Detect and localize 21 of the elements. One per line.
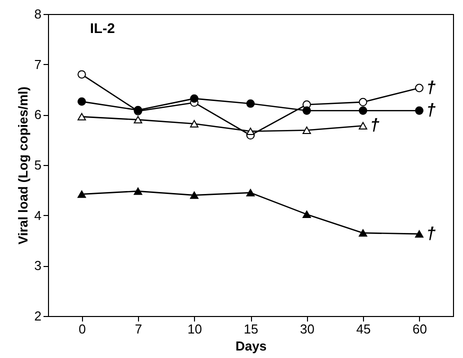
x-tick-label: 60 bbox=[412, 322, 427, 336]
x-tick-label: 15 bbox=[244, 322, 258, 336]
x-tick-label: 45 bbox=[356, 322, 371, 336]
annotation: † bbox=[370, 116, 380, 135]
annotation: † bbox=[426, 100, 436, 120]
x-tick-label: 30 bbox=[300, 322, 314, 336]
annotation: † bbox=[426, 224, 436, 243]
y-axis-title: Viral load (Log copies/ml) bbox=[15, 86, 30, 244]
x-tick-label: 7 bbox=[134, 322, 142, 336]
y-tick-label: 5 bbox=[34, 158, 42, 172]
y-tick-label: 8 bbox=[34, 6, 42, 22]
x-tick-label: 10 bbox=[188, 322, 202, 336]
x-axis-title: Days bbox=[235, 338, 267, 354]
y-tick-label: 7 bbox=[34, 56, 42, 72]
annotation: IL-2 bbox=[90, 20, 116, 36]
y-tick-label: 4 bbox=[34, 208, 42, 223]
y-tick-label: 2 bbox=[34, 308, 42, 324]
x-tick-label: 0 bbox=[78, 322, 86, 336]
y-tick-label: 3 bbox=[34, 258, 42, 274]
annotation: † bbox=[426, 78, 436, 97]
y-tick-label: 6 bbox=[34, 107, 42, 122]
